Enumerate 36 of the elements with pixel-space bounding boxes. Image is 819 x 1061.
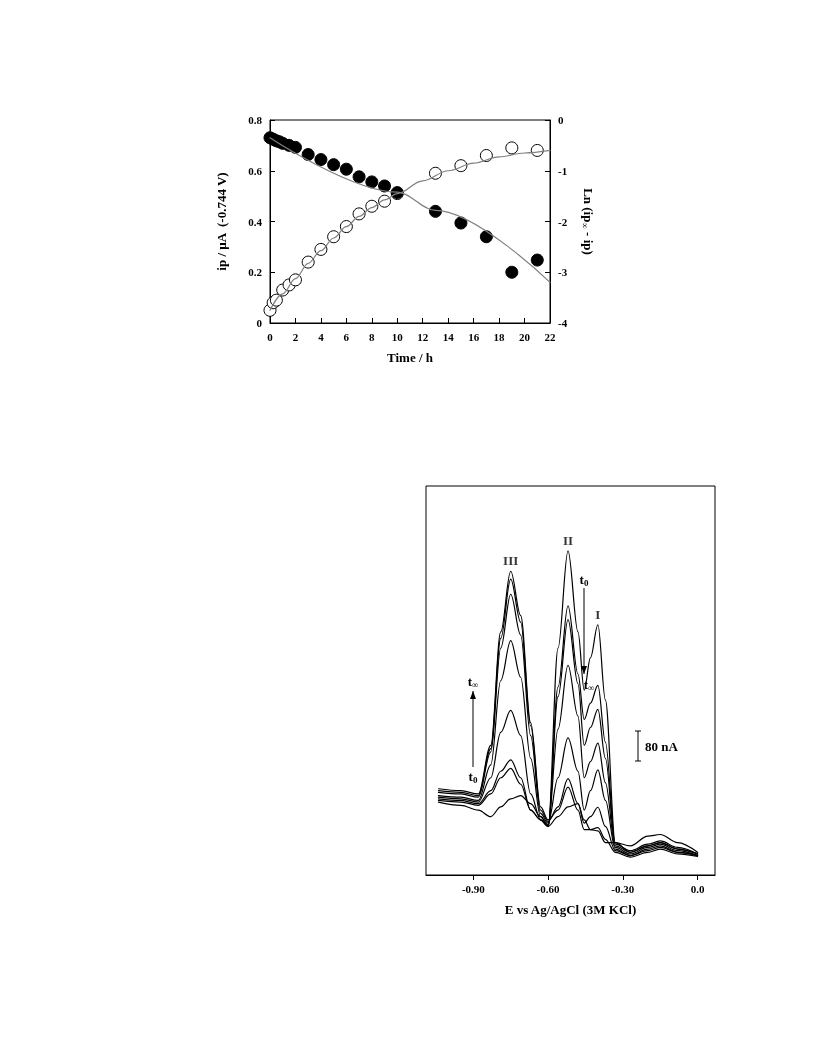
y2-tick-label: -4	[558, 317, 568, 329]
y2-tick-label: -1	[558, 164, 568, 177]
y-tick-label: 0.8	[248, 114, 263, 126]
annotation: III	[503, 553, 519, 569]
y-tick-label: 0	[256, 317, 263, 329]
y2-axis-title: Ln (ip∞ - ip)	[579, 188, 596, 255]
x-tick-label: -0.60	[536, 882, 561, 895]
annotation: II	[562, 532, 574, 548]
x-tick-label: 16	[468, 330, 480, 343]
x-tick-label: 20	[519, 330, 531, 343]
x-tick-label: 0.0	[690, 882, 705, 895]
x-tick-label: 18	[493, 330, 506, 343]
x-tick-label: 8	[369, 330, 376, 343]
y2-tick-label: -3	[558, 266, 568, 279]
x-tick-label: 0	[267, 330, 274, 343]
x-tick-label: 4	[318, 330, 325, 343]
x-axis-title: E vs Ag/AgCl (3M KCl)	[504, 902, 637, 917]
x-tick-label: 6	[343, 330, 350, 343]
annotation: t∞	[467, 673, 479, 690]
x-tick-label: 2	[292, 330, 299, 343]
x-axis-title: Time / h	[387, 350, 434, 365]
x-tick-label: 10	[391, 330, 404, 343]
x-tick-label: 14	[442, 330, 455, 343]
x-tick-label: -0.90	[461, 882, 486, 895]
annotation: I	[595, 606, 601, 622]
annotation: t∞	[583, 676, 595, 693]
y2-tick-label: -2	[558, 215, 568, 228]
x-tick-label: 12	[417, 330, 429, 343]
y-tick-label: 0.6	[248, 164, 263, 177]
y2-tick-label: 0	[558, 114, 564, 126]
x-tick-label: -0.30	[611, 882, 635, 895]
x-tick-label: 22	[544, 330, 556, 343]
y-tick-label: 0.4	[248, 215, 263, 228]
y-tick-label: 0.2	[248, 266, 263, 279]
annotation: 80 nA	[645, 738, 679, 754]
y-axis-title: ip / µA (-0.744 V)	[214, 172, 229, 271]
